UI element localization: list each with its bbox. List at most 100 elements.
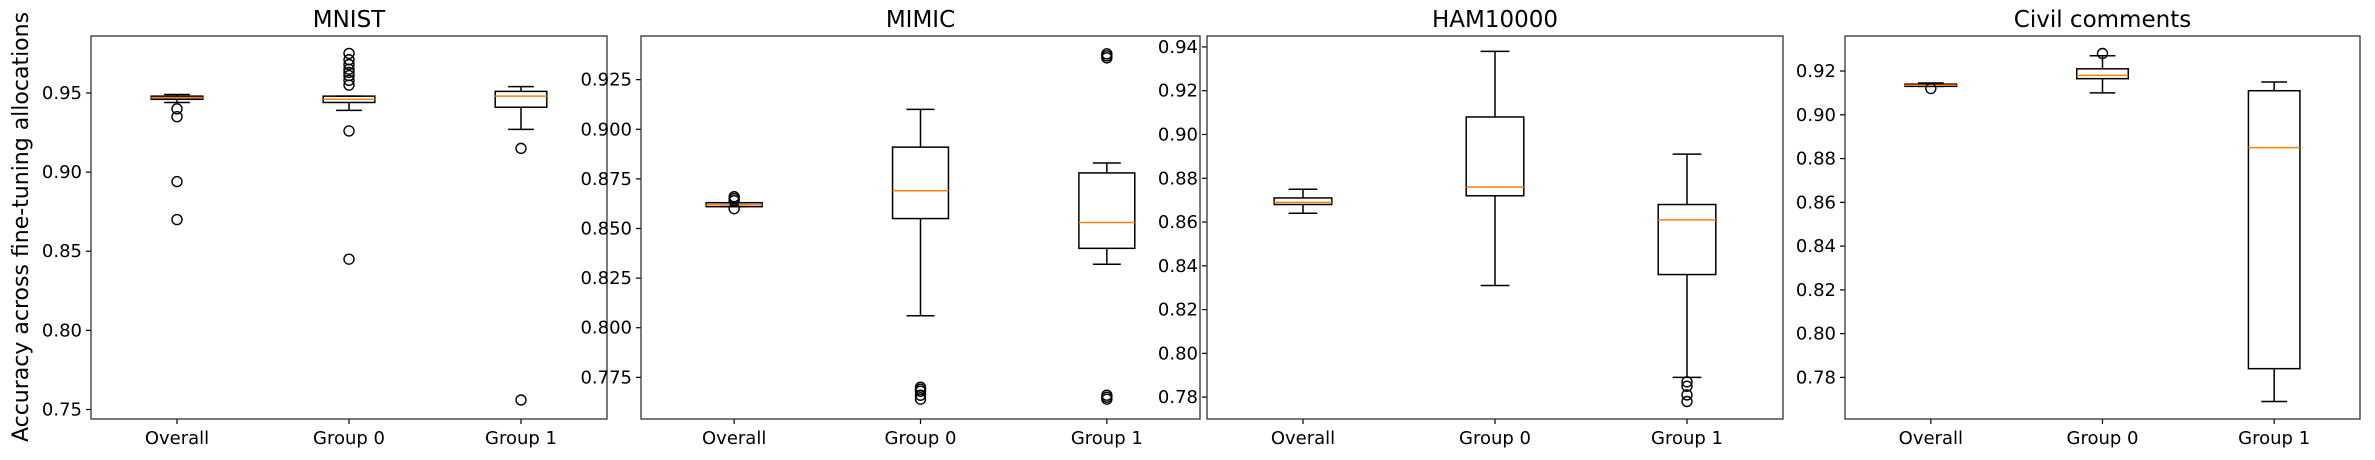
outlier-point <box>1681 395 1693 408</box>
panel-civil-comments: Civil comments 0.78 0.80 0.82 0.84 0.86 0.88 0.… <box>1796 7 2361 449</box>
outlier-point <box>515 394 527 406</box>
axes-frame <box>640 35 1201 420</box>
box-group-1 <box>1657 153 1717 408</box>
y-tick-label: 0.90 <box>1796 105 1836 126</box>
box-overall <box>1273 188 1333 215</box>
panel-title: HAM10000 <box>1432 7 1558 33</box>
outlier-point <box>343 253 355 265</box>
y-tick-label: 0.925 <box>580 70 632 91</box>
y-tick-label: 0.90 <box>42 162 82 183</box>
y-tick-label: 0.88 <box>1796 149 1836 170</box>
outlier-point <box>343 125 355 137</box>
box-group-0 <box>322 47 376 265</box>
outlier-point <box>914 381 927 393</box>
outlier-point <box>1101 389 1113 401</box>
y-tick-label: 0.85 <box>42 241 82 262</box>
x-tick-label: Overall <box>1271 428 1335 449</box>
outlier-point <box>171 175 183 188</box>
outlier-point <box>1681 389 1693 401</box>
x-tick-label: Overall <box>702 428 766 449</box>
iqr-box <box>891 146 950 220</box>
box-group-0 <box>1465 50 1525 287</box>
y-tick-label: 0.92 <box>1796 61 1836 82</box>
box-group-0 <box>891 108 950 405</box>
iqr-box <box>494 90 548 108</box>
x-tick-label: Overall <box>1899 428 1963 449</box>
panel-title: Civil comments <box>2014 7 2191 33</box>
y-tick-label: 0.75 <box>42 400 82 421</box>
box-overall <box>1904 82 1958 95</box>
y-tick-label: 0.95 <box>42 83 82 104</box>
panel-title: MIMIC <box>886 7 955 33</box>
outlier-point <box>343 54 355 66</box>
y-axis-label: Accuracy across fine-tuning allocations <box>9 12 34 442</box>
panel-mnist: MNIST 0.75 0.80 0.85 0.90 0.95 Overall Group 0 G… <box>42 7 608 449</box>
x-tick-label: Group 0 <box>313 428 385 449</box>
x-tick-label: Group 1 <box>2238 428 2310 449</box>
panel-mimic: MIMIC 0.775 0.800 0.825 0.850 0.875 0.900 0.925… <box>580 7 1201 449</box>
y-tick-label: 0.78 <box>1158 387 1198 408</box>
y-tick-label: 0.875 <box>580 169 632 190</box>
iqr-box <box>1657 203 1717 276</box>
outlier-point <box>1681 380 1693 392</box>
y-tick-label: 0.850 <box>580 218 632 239</box>
iqr-box <box>1078 172 1136 250</box>
axes-frame <box>90 35 608 420</box>
x-tick-label: Group 0 <box>1459 428 1531 449</box>
y-tick-label: 0.900 <box>580 119 632 140</box>
box-overall <box>705 191 763 215</box>
x-tick-label: Group 0 <box>885 428 957 449</box>
axes-frame <box>1206 35 1784 420</box>
y-tick-label: 0.84 <box>1796 236 1836 257</box>
box-group-1 <box>494 85 548 406</box>
y-tick-label: 0.80 <box>1796 324 1836 345</box>
outlier-point <box>2096 47 2109 60</box>
y-tick-label: 0.80 <box>42 320 82 341</box>
x-tick-label: Group 1 <box>1071 428 1143 449</box>
x-tick-label: Group 0 <box>2067 428 2139 449</box>
y-tick-label: 0.88 <box>1158 168 1198 189</box>
iqr-box <box>1273 197 1333 206</box>
box-overall <box>150 93 204 226</box>
x-tick-label: Overall <box>145 428 209 449</box>
y-tick-label: 0.800 <box>580 318 632 339</box>
iqr-box <box>2076 68 2129 80</box>
outlier-point <box>343 69 355 82</box>
y-tick-label: 0.82 <box>1796 280 1836 301</box>
y-tick-label: 0.86 <box>1158 212 1198 233</box>
outlier-point <box>343 58 355 71</box>
y-tick-label: 0.94 <box>1158 37 1198 58</box>
y-tick-label: 0.82 <box>1158 300 1198 321</box>
y-tick-label: 0.86 <box>1796 192 1836 213</box>
iqr-box <box>2247 89 2301 370</box>
y-tick-label: 0.78 <box>1796 367 1836 388</box>
x-tick-label: Group 1 <box>1651 428 1723 449</box>
iqr-box <box>1465 116 1525 197</box>
y-tick-label: 0.825 <box>580 268 632 289</box>
outlier-point <box>343 66 355 79</box>
y-tick-label: 0.92 <box>1158 81 1198 102</box>
outlier-point <box>171 213 183 226</box>
outlier-point <box>914 389 927 401</box>
outlier-point <box>171 111 183 123</box>
box-group-1 <box>2247 81 2301 403</box>
outlier-point <box>343 74 355 87</box>
panel-ham10000: HAM10000 0.78 0.80 0.82 0.84 0.86 0.88 0.90 0.92… <box>1158 7 1784 449</box>
box-group-1 <box>1078 48 1136 405</box>
outlier-point <box>1101 48 1113 60</box>
y-tick-label: 0.80 <box>1158 343 1198 364</box>
axes-frame <box>1844 35 2361 420</box>
outlier-point <box>343 47 355 60</box>
y-tick-label: 0.775 <box>580 367 632 388</box>
outlier-point <box>171 103 183 115</box>
outlier-point <box>728 191 740 203</box>
y-tick-label: 0.84 <box>1158 256 1198 277</box>
y-tick-label: 0.90 <box>1158 124 1198 145</box>
x-tick-label: Group 1 <box>485 428 557 449</box>
box-group-0 <box>2076 47 2129 94</box>
outlier-point <box>1925 82 1937 95</box>
panel-title: MNIST <box>313 7 386 33</box>
outlier-point <box>515 142 527 155</box>
outlier-point <box>1681 376 1693 388</box>
